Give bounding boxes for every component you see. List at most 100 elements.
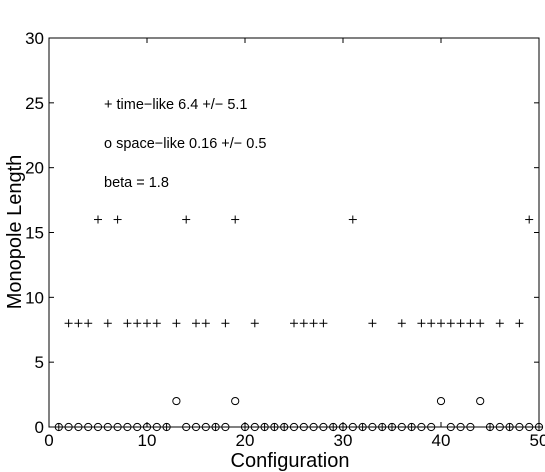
space-like-point	[54, 422, 63, 432]
space-like-point	[103, 422, 112, 432]
time-like-point	[74, 319, 83, 328]
space-like-point	[221, 422, 230, 432]
space-like-point	[378, 422, 387, 432]
time-like-point	[260, 423, 269, 431]
space-like-point	[191, 422, 201, 432]
time-like-point	[525, 215, 534, 224]
x-tick-label: 10	[138, 431, 157, 450]
space-like-point	[427, 422, 436, 432]
space-like-point	[534, 422, 544, 432]
space-like-point	[201, 422, 210, 432]
space-like-point	[485, 422, 495, 432]
space-like-point	[417, 422, 426, 432]
y-axis-label: Monopole Length	[4, 155, 26, 310]
space-like-point	[84, 422, 93, 432]
y-tick-label: 15	[25, 224, 44, 243]
x-axis-label: Configuration	[231, 450, 350, 472]
space-like-point	[495, 422, 504, 432]
space-like-point	[152, 422, 161, 432]
time-like-point	[192, 319, 200, 328]
time-like-point	[446, 319, 455, 328]
time-like-point	[280, 423, 289, 431]
y-tick-label: 5	[35, 353, 44, 372]
annotation-beta: beta = 1.8	[104, 175, 169, 191]
space-like-point	[329, 422, 338, 432]
x-tick-label: 0	[44, 431, 53, 450]
space-like-point	[250, 422, 259, 432]
time-like-point	[211, 423, 220, 431]
time-like-point	[329, 423, 338, 431]
y-tick-label: 20	[25, 159, 44, 178]
space-like-point	[162, 422, 171, 432]
time-like-point	[535, 423, 543, 431]
time-like-point	[133, 319, 142, 328]
space-like-point	[299, 422, 308, 432]
time-like-point	[427, 319, 436, 328]
time-like-point	[182, 215, 191, 224]
time-like-point	[162, 423, 171, 431]
space-like-point	[505, 422, 514, 432]
space-like-point	[407, 422, 416, 432]
time-like-point	[388, 423, 396, 431]
time-like-point	[250, 319, 259, 328]
space-like-point	[64, 422, 73, 432]
time-like-point	[113, 215, 122, 224]
space-like-point	[456, 422, 465, 432]
time-like-point	[407, 423, 416, 431]
time-like-point	[319, 319, 328, 328]
annotation-time-like: + time−like 6.4 +/− 5.1	[104, 97, 247, 113]
tick-labels: 0 10 20 30 40 50 0 5 10 15 20 25 30	[25, 29, 545, 450]
time-like-point	[231, 215, 240, 224]
space-like-point	[476, 396, 485, 406]
time-like-point	[299, 319, 308, 328]
time-like-point	[417, 319, 426, 328]
space-like-point	[368, 422, 377, 432]
axis-ticks	[48, 37, 540, 428]
time-like-point	[505, 423, 514, 431]
time-like-point	[397, 319, 406, 328]
space-like-point	[240, 422, 250, 432]
space-like-point	[466, 422, 475, 432]
time-like-point	[123, 319, 132, 328]
time-like-point	[515, 319, 524, 328]
x-tick-label: 30	[334, 431, 353, 450]
time-like-point	[456, 319, 465, 328]
time-like-point	[290, 319, 298, 328]
time-like-point	[94, 215, 102, 224]
y-tick-label: 0	[35, 418, 44, 437]
space-like-point	[172, 396, 181, 406]
space-like-point	[93, 422, 103, 432]
space-like-point	[123, 422, 132, 432]
time-like-point	[348, 215, 357, 224]
space-like-point	[211, 422, 220, 432]
space-like-point	[397, 422, 406, 432]
time-like-point	[358, 423, 367, 431]
space-like-point	[338, 422, 348, 432]
time-like-point	[309, 319, 318, 328]
space-like-point	[142, 422, 152, 432]
y-tick-label: 30	[25, 29, 44, 48]
y-tick-label: 25	[25, 94, 44, 113]
annotation-space-like: o space−like 0.16 +/− 0.5	[104, 136, 266, 152]
space-like-point	[74, 422, 83, 432]
space-like-point	[113, 422, 122, 432]
space-like-point	[289, 422, 299, 432]
space-like-point	[231, 396, 240, 406]
x-tick-label: 50	[530, 431, 545, 450]
space-like-point	[515, 422, 524, 432]
time-like-point	[486, 423, 494, 431]
time-like-point	[495, 319, 504, 328]
x-tick-label: 40	[432, 431, 451, 450]
time-like-point	[201, 319, 210, 328]
space-like-point	[309, 422, 318, 432]
time-like-point	[54, 423, 63, 431]
space-like-point	[182, 422, 191, 432]
data-markers	[54, 215, 544, 432]
space-like-point	[348, 422, 357, 432]
time-like-point	[378, 423, 387, 431]
time-like-point	[64, 319, 73, 328]
space-like-point	[133, 422, 142, 432]
time-like-point	[437, 319, 445, 328]
time-like-point	[103, 319, 112, 328]
